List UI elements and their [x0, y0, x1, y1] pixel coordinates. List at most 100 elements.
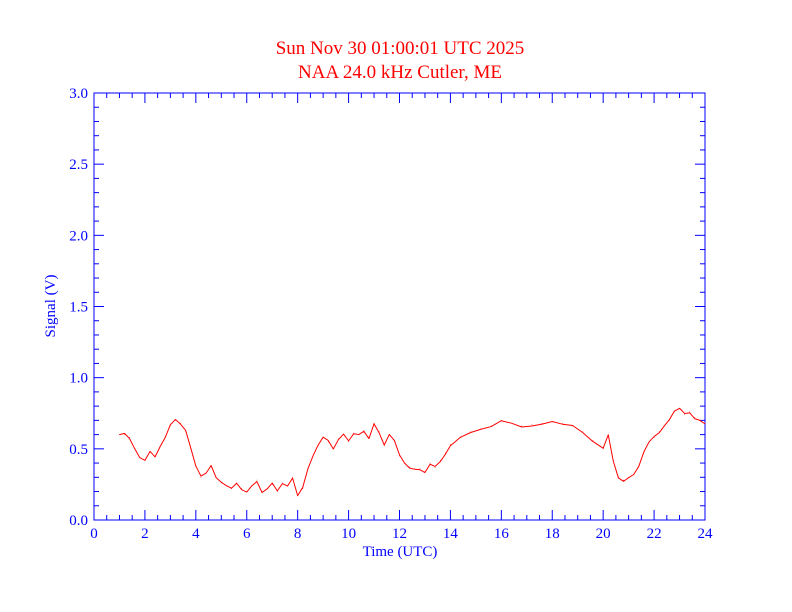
data-point	[444, 452, 446, 454]
data-point	[307, 469, 309, 471]
data-point	[149, 451, 151, 453]
data-point	[404, 462, 405, 464]
data-point	[332, 448, 334, 450]
data-point	[134, 448, 136, 450]
data-point	[383, 445, 385, 447]
data-point	[388, 434, 390, 435]
data-point	[399, 455, 400, 457]
series-layer	[119, 407, 706, 497]
data-point	[144, 459, 146, 461]
data-point	[409, 466, 411, 468]
y-tick-label: 3.0	[69, 86, 88, 102]
data-point	[623, 479, 624, 481]
data-point	[210, 465, 212, 467]
data-point	[679, 408, 680, 410]
data-point	[266, 488, 268, 490]
data-point	[689, 411, 691, 413]
data-point	[348, 441, 349, 443]
data-point	[521, 425, 523, 427]
data-point	[648, 442, 650, 444]
data-point	[302, 488, 304, 490]
chart-title: Sun Nov 30 01:00:01 UTC 2025	[276, 38, 525, 59]
x-tick-label: 2	[141, 526, 149, 542]
x-tick-label: 0	[90, 526, 98, 542]
data-point	[312, 455, 314, 457]
data-point	[450, 444, 451, 445]
data-point	[541, 422, 543, 424]
data-point	[582, 431, 584, 433]
data-point	[297, 495, 299, 497]
data-point	[490, 425, 492, 427]
data-point	[358, 434, 360, 435]
data-point	[195, 465, 197, 467]
x-tick-label: 10	[341, 526, 356, 542]
data-point	[429, 462, 431, 464]
data-point	[322, 437, 324, 438]
data-point	[460, 437, 461, 438]
x-axis: 0 2 4 6 8 10 12 14 16 18 20 22 24	[90, 93, 713, 542]
data-point	[663, 425, 665, 427]
data-point	[373, 422, 375, 424]
data-point	[317, 445, 319, 447]
data-point	[225, 485, 227, 487]
chart-subtitle: NAA 24.0 kHz Cutler, ME	[298, 62, 502, 83]
data-point	[343, 434, 344, 435]
data-point	[261, 491, 263, 492]
data-point	[241, 488, 243, 490]
x-tick-label: 12	[392, 526, 407, 542]
data-point	[287, 485, 288, 487]
data-point	[684, 414, 686, 416]
data-point	[205, 472, 207, 474]
data-point	[169, 425, 171, 427]
data-point	[276, 491, 278, 492]
x-tick-label: 16	[494, 526, 510, 542]
data-point	[124, 434, 125, 435]
y-tick-label: 2.0	[69, 228, 88, 244]
data-point	[643, 451, 645, 453]
data-point	[129, 437, 131, 438]
x-tick-label: 18	[545, 526, 560, 542]
data-point	[694, 417, 696, 418]
data-point	[119, 434, 120, 435]
data-point	[368, 437, 370, 438]
data-point	[154, 455, 156, 457]
data-point	[562, 422, 563, 424]
data-point	[139, 456, 141, 458]
data-point	[434, 466, 436, 468]
data-point	[607, 434, 609, 435]
data-point	[592, 439, 594, 441]
data-point	[256, 479, 258, 481]
data-point	[363, 429, 365, 431]
data-point	[470, 431, 472, 433]
y-tick-label: 1.5	[69, 300, 88, 316]
x-tick-label: 14	[443, 526, 459, 542]
data-point	[653, 437, 655, 438]
data-point	[628, 476, 630, 478]
data-point	[251, 485, 253, 487]
signal-series-line	[119, 407, 706, 497]
data-point	[180, 422, 181, 424]
data-point	[281, 482, 283, 484]
data-point	[511, 422, 512, 424]
data-point	[439, 459, 441, 461]
data-point	[480, 428, 482, 430]
data-point	[236, 482, 237, 484]
data-point	[551, 421, 553, 423]
data-point	[699, 419, 701, 421]
data-point	[200, 476, 202, 478]
data-point	[231, 488, 232, 490]
data-point	[246, 491, 248, 492]
data-point	[704, 422, 706, 424]
data-point	[185, 431, 187, 433]
x-tick-label: 4	[192, 526, 200, 542]
data-point	[215, 476, 217, 478]
data-point	[414, 468, 416, 470]
data-point	[159, 445, 161, 447]
data-point	[500, 419, 502, 421]
data-point	[674, 411, 675, 413]
data-point	[292, 476, 293, 478]
y-axis: 0.0 0.5 1.0 1.5 2.0 2.5 3.0	[69, 86, 705, 529]
x-tick-label: 8	[294, 526, 302, 542]
